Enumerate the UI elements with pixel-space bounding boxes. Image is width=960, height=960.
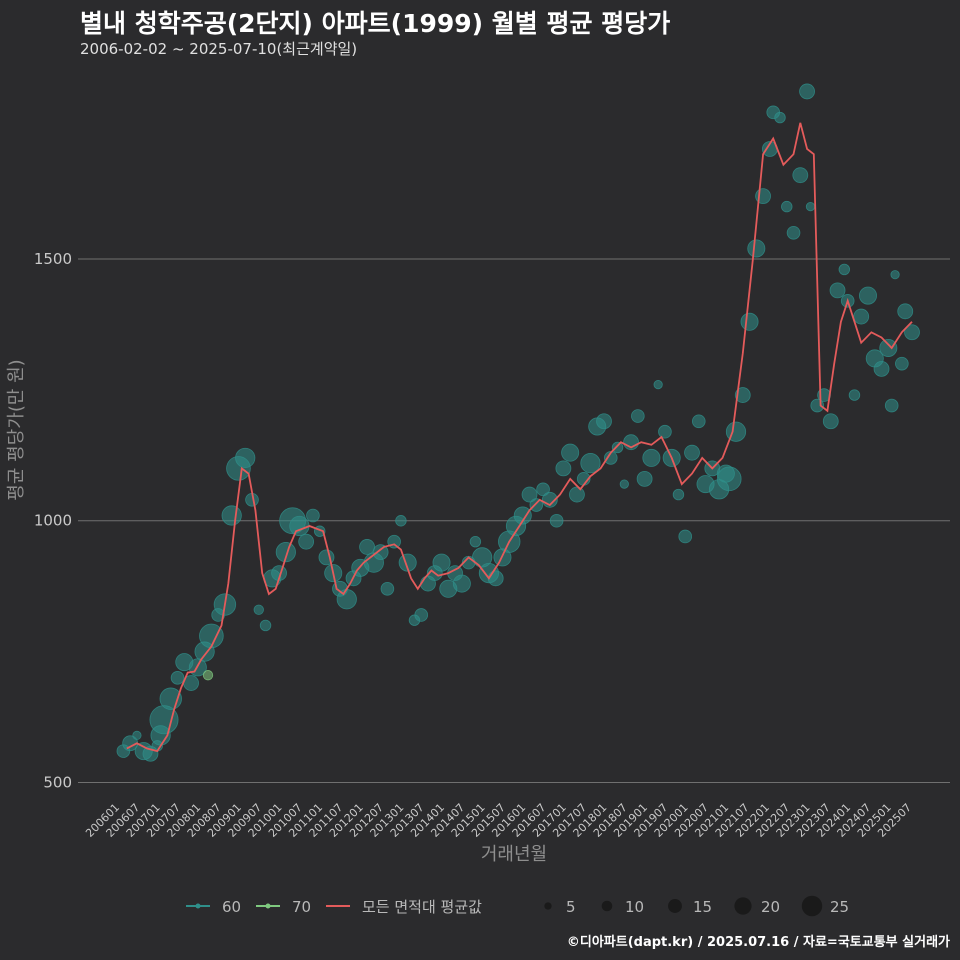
legend-dot-60 <box>195 903 201 909</box>
point-60-2014-10 <box>469 535 482 548</box>
point-60-2016-04 <box>529 498 544 512</box>
point-60-2013-12 <box>432 553 451 572</box>
point-60-2017-12 <box>596 413 612 430</box>
legend: 60 70 모든 면적대 평균값 5 10 15 20 25 <box>186 895 849 917</box>
point-60-2009-02 <box>235 447 256 469</box>
point-60-2025-04 <box>895 356 909 371</box>
average-line <box>126 122 913 753</box>
point-60-2020-04 <box>691 414 706 429</box>
y-tick-labels: 500 1000 1500 <box>34 250 72 792</box>
point-70-2008-03 <box>202 670 214 681</box>
point-60-2020-02 <box>684 444 700 461</box>
point-60-2018-10 <box>631 409 645 423</box>
chart-title: 별내 청학주공(2단지) 아파트(1999) 월별 평균 평당가 <box>80 9 671 38</box>
legend-label-70: 70 <box>292 898 311 916</box>
point-60-2023-09 <box>829 282 846 299</box>
legend-label-모든 면적대 평균값: 모든 면적대 평균값 <box>362 898 482 916</box>
bubble-layer <box>116 83 920 762</box>
point-60-2017-02 <box>561 443 580 462</box>
point-60-2025-07 <box>904 324 920 341</box>
point-60-2009-08 <box>259 619 272 632</box>
point-60-2018-04 <box>611 441 624 454</box>
point-60-2010-02 <box>275 542 296 563</box>
y-tick-1500: 1500 <box>34 250 72 268</box>
point-60-2009-06 <box>253 604 264 615</box>
legend-size-5 <box>544 902 552 910</box>
point-60-2019-12 <box>678 529 693 544</box>
legend-size-label-15: 15 <box>693 898 712 916</box>
point-60-2018-06 <box>619 479 629 489</box>
legend-size-label-25: 25 <box>830 898 849 916</box>
point-60-2021-05 <box>734 387 751 403</box>
point-60-2006-06 <box>132 730 142 741</box>
point-60-2024-04 <box>853 308 870 325</box>
point-60-2015-12 <box>513 506 532 525</box>
point-60-2023-11 <box>838 263 851 276</box>
point-60-2024-10 <box>873 361 890 377</box>
point-60-2024-12 <box>879 338 898 357</box>
point-60-2012-12 <box>395 515 407 527</box>
y-axis-label: 평균 평당가(만 원) <box>6 359 27 500</box>
point-60-2012-02 <box>359 539 375 555</box>
point-60-2013-06 <box>414 608 429 622</box>
point-60-2018-12 <box>636 470 653 487</box>
point-60-2007-06 <box>170 671 185 685</box>
point-60-2015-04 <box>487 570 504 587</box>
legend-size-label-20: 20 <box>761 898 780 916</box>
y-tick-1000: 1000 <box>34 512 72 530</box>
legend-size-10 <box>601 900 613 912</box>
point-60-2012-08 <box>380 582 395 596</box>
point-60-2023-01 <box>805 202 816 212</box>
legend-size-label-10: 10 <box>625 898 644 916</box>
point-60-2025-05 <box>897 303 914 320</box>
point-60-2021-09 <box>747 239 766 258</box>
point-60-2014-06 <box>452 574 471 593</box>
point-60-2021-01 <box>716 466 742 492</box>
legend-size-25 <box>801 895 823 917</box>
point-60-2022-12 <box>799 83 815 100</box>
point-60-2022-08 <box>786 225 801 240</box>
point-60-2019-04 <box>653 380 663 390</box>
point-60-2017-04 <box>569 486 585 503</box>
point-60-2010-08 <box>298 533 315 550</box>
point-60-2024-06 <box>859 286 878 305</box>
point-60-2016-12 <box>555 460 572 477</box>
x-axis-label: 거래년월 <box>481 844 547 865</box>
credit-footer: ©디아파트(dapt.kr) / 2025.07.16 / 자료=국토교통부 실… <box>566 935 950 950</box>
point-60-2022-10 <box>792 167 809 184</box>
point-60-2010-10 <box>306 508 320 523</box>
point-60-2019-02 <box>642 448 661 467</box>
x-tick-labels: 2006012006072007012007072008012008072009… <box>83 801 914 840</box>
point-60-2022-04 <box>774 111 786 124</box>
point-60-2017-08 <box>580 453 601 474</box>
legend-dot-70 <box>265 903 271 909</box>
legend-size-label-5: 5 <box>566 898 576 916</box>
point-60-2019-10 <box>672 488 685 501</box>
point-60-2012-06 <box>372 544 389 561</box>
legend-label-60: 60 <box>222 898 241 916</box>
y-tick-500: 500 <box>43 774 72 792</box>
point-60-2022-06 <box>781 200 793 213</box>
point-60-2016-02 <box>521 486 538 503</box>
chart-subtitle: 2006-02-02 ~ 2025-07-10(최근계약일) <box>80 40 358 58</box>
point-60-2010-06 <box>289 515 310 537</box>
point-60-2008-10 <box>221 505 242 526</box>
legend-size-20 <box>734 897 752 915</box>
point-60-2023-07 <box>822 413 839 430</box>
point-60-2024-02 <box>848 389 861 401</box>
point-60-2019-06 <box>658 424 672 439</box>
point-60-2025-02 <box>890 270 900 280</box>
point-60-2016-10 <box>549 513 564 528</box>
point-60-2025-01 <box>884 398 899 413</box>
point-60-2021-07 <box>740 312 759 331</box>
legend-size-15 <box>668 899 682 913</box>
